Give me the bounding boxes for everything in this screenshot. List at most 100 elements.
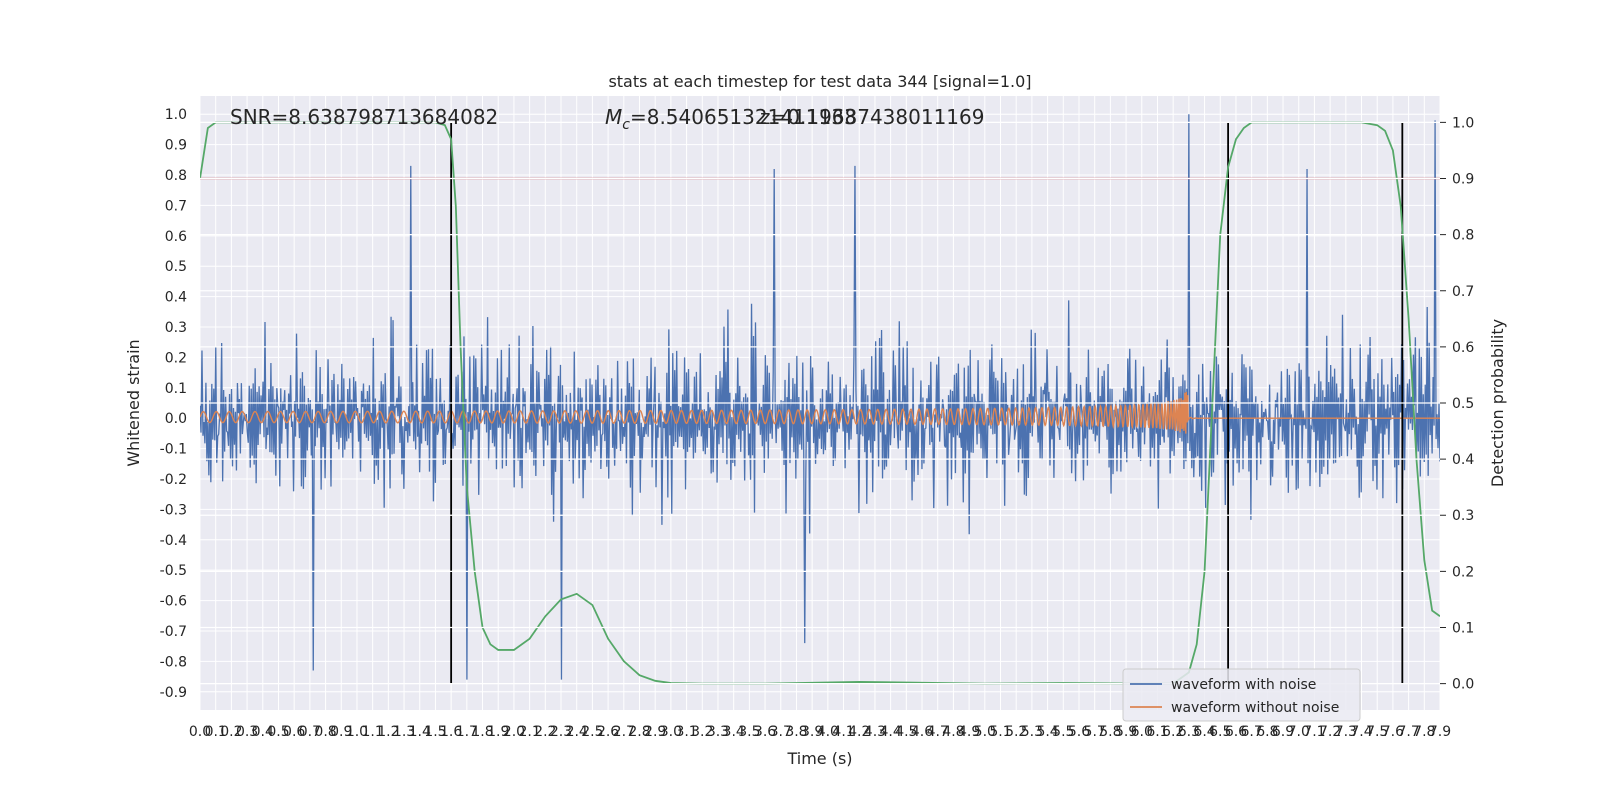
left-tick-label: 0.6 <box>165 229 187 245</box>
x-tick-label: 6.3 <box>1178 724 1200 740</box>
left-tick-label: -0.7 <box>160 624 187 640</box>
left-tick-label: 0.1 <box>165 381 187 397</box>
left-tick-label: 0.8 <box>165 168 187 184</box>
x-tick-label: 0.9 <box>330 724 352 740</box>
x-tick-label: 4.2 <box>848 724 870 740</box>
x-tick-label: 7.5 <box>1366 724 1388 740</box>
x-tick-label: 7.3 <box>1335 724 1357 740</box>
legend: waveform with noise waveform without noi… <box>1122 668 1361 722</box>
x-tick-label: 3.0 <box>660 724 682 740</box>
left-tick-label: 1.0 <box>165 107 187 123</box>
snr-annotation: SNR=8.638798713684082 <box>230 105 498 129</box>
x-tick-label: 1.9 <box>487 724 509 740</box>
x-tick-label: 7.4 <box>1350 724 1372 740</box>
x-tick-label: 3.2 <box>691 724 713 740</box>
x-tick-label: 0.2 <box>220 724 242 740</box>
x-axis-label: Time (s) <box>786 749 852 768</box>
chart-title: stats at each timestep for test data 344… <box>608 72 1031 91</box>
x-tick-label: 0.1 <box>205 724 227 740</box>
x-tick-label: 6.7 <box>1241 724 1263 740</box>
x-tick-label: 2.5 <box>581 724 603 740</box>
legend-entry-clean: waveform without noise <box>1171 700 1339 716</box>
x-tick-label: 5.4 <box>1036 724 1058 740</box>
left-tick-label: 0.9 <box>165 138 187 154</box>
chirp-mass-annotation: Mc=8.540651321411133 <box>605 105 857 133</box>
x-tick-label: 6.4 <box>1193 724 1215 740</box>
right-tick-label: 0.1 <box>1452 620 1474 636</box>
x-tick-label: 6.6 <box>1225 724 1247 740</box>
x-tick-label: 0.7 <box>299 724 321 740</box>
x-tick-label: 6.1 <box>1146 724 1168 740</box>
x-tick-label: 5.9 <box>1115 724 1137 740</box>
x-tick-label: 2.6 <box>597 724 619 740</box>
x-tick-label: 7.0 <box>1288 724 1310 740</box>
right-tick-label: 0.3 <box>1452 508 1474 524</box>
right-tick-label: 0.4 <box>1452 452 1474 468</box>
x-tick-label: 3.1 <box>675 724 697 740</box>
right-tick-label: 0.6 <box>1452 340 1474 356</box>
x-tick-label: 4.3 <box>864 724 886 740</box>
x-tick-label: 3.9 <box>801 724 823 740</box>
x-tick-label: 6.0 <box>1131 724 1153 740</box>
legend-entry-noise: waveform with noise <box>1171 677 1316 693</box>
x-tick-label: 2.7 <box>613 724 635 740</box>
left-tick-label: 0.4 <box>165 290 187 306</box>
left-tick-label: -0.1 <box>160 442 187 458</box>
x-tick-label: 5.5 <box>1052 724 1074 740</box>
x-tick-label: 1.8 <box>471 724 493 740</box>
x-tick-label: 4.0 <box>817 724 839 740</box>
x-tick-label: 1.6 <box>440 724 462 740</box>
x-tick-label: 5.1 <box>989 724 1011 740</box>
x-tick-label: 6.9 <box>1272 724 1294 740</box>
x-tick-label: 7.8 <box>1413 724 1435 740</box>
legend-box <box>1122 668 1361 722</box>
x-tick-label: 0.6 <box>283 724 305 740</box>
x-tick-label: 2.0 <box>503 724 525 740</box>
x-tick-label: 3.6 <box>754 724 776 740</box>
x-tick-label: 4.5 <box>895 724 917 740</box>
x-tick-label: 3.3 <box>707 724 729 740</box>
x-tick-label: 3.7 <box>770 724 792 740</box>
x-tick-label: 5.0 <box>974 724 996 740</box>
left-tick-labels: 1.0 0.9 0.8 0.7 0.6 0.5 0.4 0.3 0.2 0.1 0.0 -0.1 -0.… <box>160 107 187 701</box>
right-tick-label: 1.0 <box>1452 115 1474 131</box>
right-tick-label: 0.5 <box>1452 396 1474 412</box>
x-tick-label: 3.8 <box>785 724 807 740</box>
x-tick-label: 2.1 <box>518 724 540 740</box>
x-tick-label: 4.6 <box>911 724 933 740</box>
x-tick-label: 4.9 <box>958 724 980 740</box>
x-tick-label: 2.4 <box>566 724 588 740</box>
x-tick-label: 0.5 <box>267 724 289 740</box>
x-tick-label: 7.7 <box>1397 724 1419 740</box>
x-tick-label: 5.2 <box>1005 724 1027 740</box>
right-tick-label: 0.9 <box>1452 172 1474 188</box>
x-tick-label: 5.7 <box>1084 724 1106 740</box>
x-tick-label: 2.2 <box>534 724 556 740</box>
x-tick-label: 7.9 <box>1429 724 1451 740</box>
right-tick-label: 0.0 <box>1452 677 1474 693</box>
right-tick-label: 0.2 <box>1452 564 1474 580</box>
noise-waveform-line <box>200 114 1440 680</box>
left-tick-label: 0.0 <box>165 411 187 427</box>
x-tick-label: 1.3 <box>393 724 415 740</box>
x-tick-label: 4.8 <box>942 724 964 740</box>
x-tick-label: 5.3 <box>1021 724 1043 740</box>
x-tick-label: 1.5 <box>424 724 446 740</box>
right-tick-label: 0.7 <box>1452 284 1474 300</box>
x-tick-label: 6.8 <box>1256 724 1278 740</box>
x-tick-label: 7.1 <box>1303 724 1325 740</box>
x-tick-label: 1.4 <box>409 724 431 740</box>
right-axis-label: Detection probability <box>1488 319 1507 487</box>
x-tick-label: 7.6 <box>1382 724 1404 740</box>
x-tick-label: 5.8 <box>1099 724 1121 740</box>
x-tick-label: 2.8 <box>628 724 650 740</box>
x-tick-label: 1.2 <box>377 724 399 740</box>
x-tick-label: 5.6 <box>1068 724 1090 740</box>
overlap-annotation: z=0.19687438011169 <box>760 105 984 129</box>
left-tick-label: 0.3 <box>165 320 187 336</box>
left-tick-label: 0.2 <box>165 350 187 366</box>
x-tick-label: 3.4 <box>723 724 745 740</box>
clean-waveform-line <box>200 391 1440 434</box>
right-axis-grid <box>200 121 1440 685</box>
